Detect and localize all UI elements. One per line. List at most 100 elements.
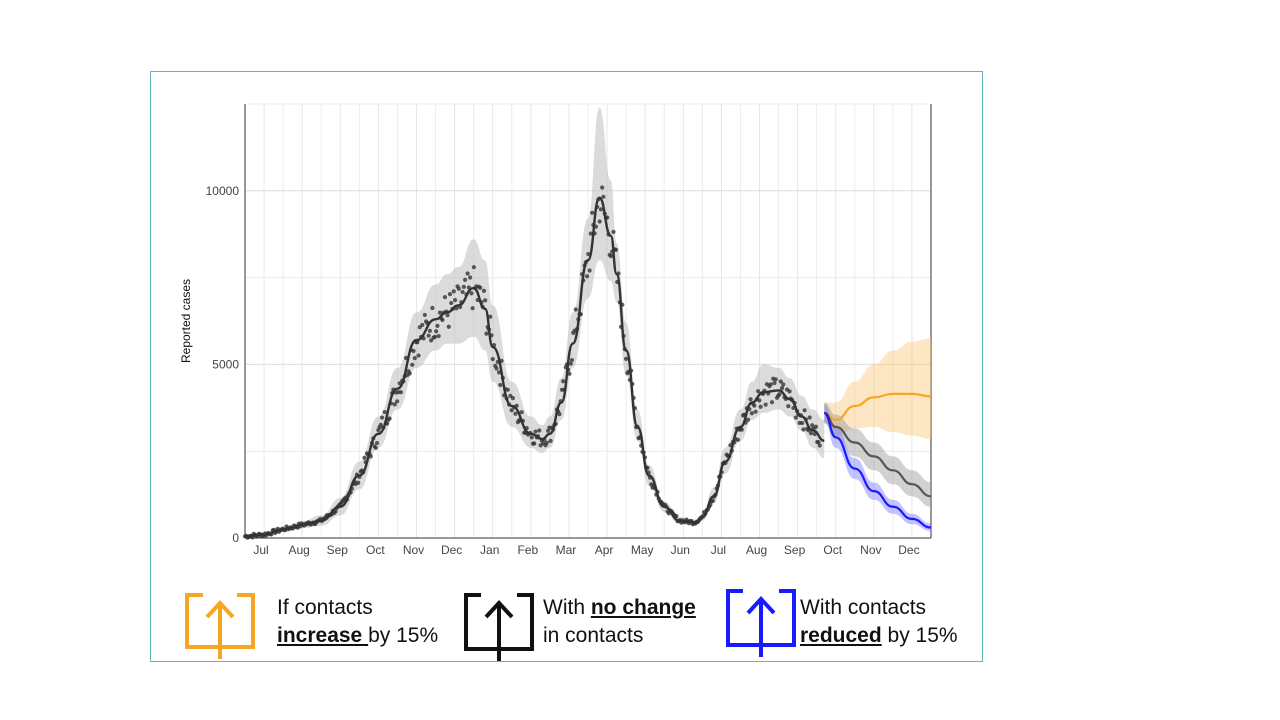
data-point	[498, 382, 503, 388]
blue-arrow-box-icon	[726, 589, 796, 657]
legend-reduced: With contacts reduced by 15%	[800, 594, 958, 650]
data-point	[613, 247, 619, 252]
data-point	[544, 440, 549, 445]
data-point	[777, 392, 782, 397]
data-point	[586, 251, 591, 257]
data-point	[411, 348, 416, 354]
data-point	[435, 323, 440, 328]
data-point	[801, 427, 806, 432]
data-point	[537, 428, 542, 433]
x-tick-label: Dec	[441, 543, 462, 557]
data-point	[445, 313, 450, 318]
x-tick-label: Oct	[366, 543, 385, 557]
x-tick-label: Aug	[746, 543, 767, 557]
data-point	[588, 231, 593, 236]
data-point	[749, 411, 754, 416]
data-point	[557, 412, 562, 417]
data-point	[773, 377, 778, 382]
data-point	[573, 307, 578, 312]
data-point	[488, 314, 493, 319]
data-point	[478, 285, 483, 290]
data-point	[505, 387, 510, 392]
data-point	[623, 356, 629, 361]
data-point	[509, 408, 514, 413]
legend-increase-suffix: by 15%	[368, 624, 439, 647]
data-point	[561, 379, 566, 384]
legend-nochange-line2: in contacts	[543, 624, 644, 647]
data-point	[494, 366, 499, 371]
x-tick-label: Feb	[517, 543, 538, 557]
x-tick-label: Jan	[480, 543, 499, 557]
data-point	[395, 399, 400, 404]
data-point	[374, 440, 380, 446]
data-point	[434, 329, 439, 334]
legend-increase-line1: If contacts	[277, 596, 373, 619]
data-point	[468, 275, 473, 280]
data-point	[382, 409, 387, 415]
data-point	[471, 265, 476, 270]
data-point	[469, 291, 474, 296]
x-tick-label: Jul	[711, 543, 726, 557]
data-point	[442, 295, 448, 300]
data-point	[427, 328, 432, 333]
data-point	[437, 310, 443, 315]
data-point	[786, 404, 791, 409]
x-tick-label: Oct	[823, 543, 842, 557]
x-tick-label: Jul	[253, 543, 268, 557]
data-point	[483, 298, 488, 303]
data-point	[548, 438, 553, 443]
data-point	[373, 445, 378, 451]
data-point	[567, 371, 572, 376]
x-tick-label: Apr	[595, 543, 614, 557]
data-point	[447, 292, 453, 297]
x-tick-label: Aug	[288, 543, 309, 557]
data-point	[446, 324, 451, 329]
figure-frame: 0 5000 10000 Reported cases Jul Aug Sep Oct Nov D…	[150, 71, 983, 662]
data-point	[793, 415, 798, 420]
x-tick-label: Nov	[860, 543, 881, 557]
scenario-line	[823, 411, 932, 529]
data-point	[710, 498, 715, 503]
data-point	[748, 397, 753, 402]
data-point	[568, 361, 573, 366]
data-point	[462, 277, 468, 282]
data-point	[817, 443, 822, 448]
cases-chart: 0 5000 10000 Reported cases Jul Aug Sep Oct Nov D…	[179, 103, 932, 557]
data-point	[787, 389, 792, 394]
data-point	[432, 334, 438, 340]
data-point	[484, 331, 489, 336]
data-point	[601, 194, 606, 199]
data-point	[378, 422, 383, 427]
data-point	[456, 286, 461, 291]
data-point	[362, 455, 367, 460]
data-point	[763, 402, 768, 407]
data-point	[398, 390, 404, 395]
data-point	[420, 322, 425, 328]
y-tick-label: 0	[232, 531, 239, 545]
legend-nochange: With no change in contacts	[543, 594, 696, 650]
data-point	[451, 289, 456, 294]
legend-increase: If contacts increase by 15%	[277, 594, 438, 650]
data-point	[387, 416, 392, 421]
fitted-trend-line	[244, 196, 825, 538]
y-tick-label: 10000	[206, 184, 240, 198]
data-point	[430, 305, 435, 311]
y-tick-label: 5000	[212, 357, 239, 371]
data-point	[449, 300, 454, 306]
legend-reduced-line1: With contacts	[800, 596, 927, 619]
legend-reduced-bold: reduced	[800, 624, 882, 647]
data-point	[802, 408, 807, 413]
data-point	[429, 338, 434, 343]
data-point	[772, 380, 777, 386]
data-point	[465, 271, 470, 276]
data-point	[461, 284, 466, 289]
data-point	[510, 396, 515, 401]
data-point	[587, 268, 592, 273]
data-point	[426, 333, 431, 338]
data-point	[590, 210, 595, 215]
data-point	[800, 420, 805, 426]
data-point	[519, 410, 524, 415]
data-point	[452, 297, 458, 303]
data-point	[753, 409, 758, 414]
x-tick-label: May	[631, 543, 654, 557]
